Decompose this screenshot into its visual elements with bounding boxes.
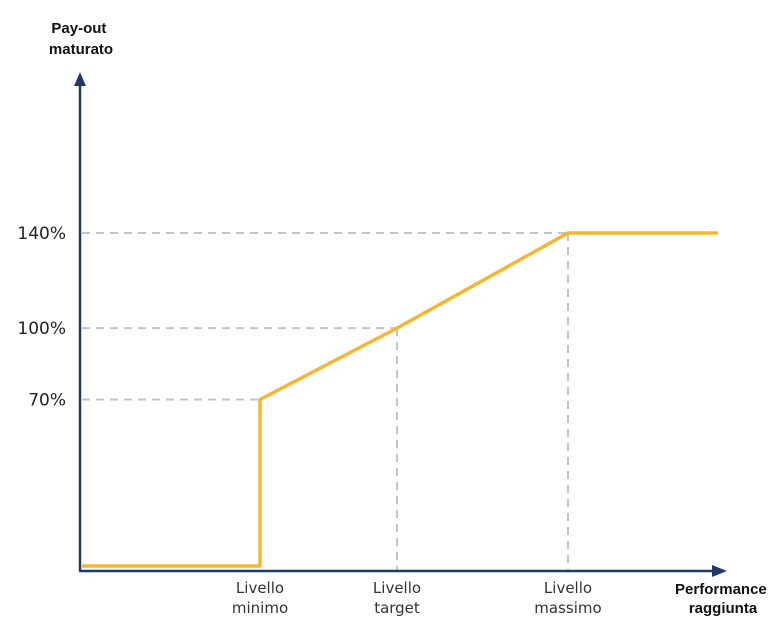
- x-tick-labels: Livello minimo Livello target Livello massimo: [232, 579, 602, 617]
- x-tick-label-line: Livello: [236, 579, 284, 597]
- y-tick-label: 70%: [28, 391, 66, 411]
- guide-lines: [82, 232, 569, 571]
- x-tick-label-line: minimo: [232, 599, 288, 617]
- x-tick-label-line: massimo: [534, 599, 601, 617]
- y-axis-title: Pay-out maturato: [49, 20, 113, 58]
- x-tick-label-line: target: [374, 599, 420, 617]
- y-tick-label: 140%: [17, 224, 66, 244]
- y-tick-labels: 70% 100% 140%: [17, 224, 66, 411]
- x-axis-arrow: [712, 565, 727, 577]
- x-tick-label-line: Livello: [544, 579, 592, 597]
- y-axis-title-line-1: Pay-out: [51, 20, 106, 37]
- series-layer: [82, 231, 718, 568]
- x-tick-label: Livello massimo: [534, 579, 601, 617]
- x-axis-title: Performance raggiunta: [675, 581, 771, 617]
- x-axis-title-line-1: Performance: [675, 581, 767, 598]
- y-tick-label: 100%: [17, 319, 66, 339]
- x-tick-label-line: Livello: [373, 579, 421, 597]
- x-tick-label: Livello minimo: [232, 579, 288, 617]
- y-axis-title-line-2: maturato: [49, 41, 113, 58]
- axes: [74, 72, 727, 577]
- y-axis-arrow: [74, 72, 86, 86]
- payout-series-line: [82, 231, 718, 568]
- x-axis-title-line-2: raggiunta: [689, 600, 758, 617]
- x-tick-label: Livello target: [373, 579, 421, 617]
